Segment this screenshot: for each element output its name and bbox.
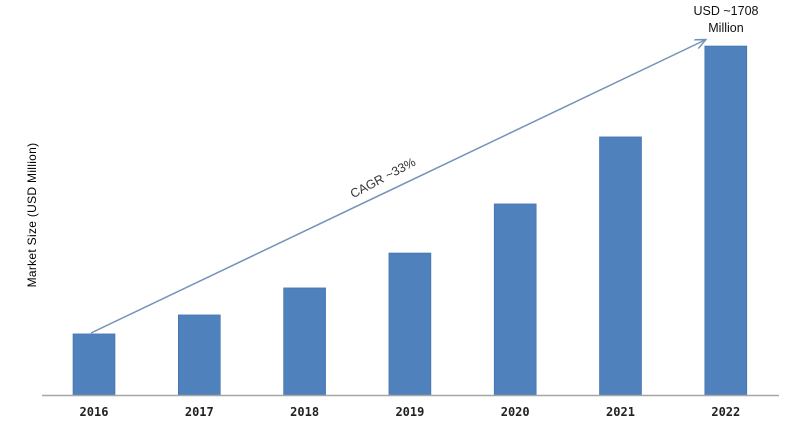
final-value-line1: USD ~1708 <box>693 4 759 18</box>
bar-2017 <box>178 314 221 396</box>
y-axis-label: Market Size (USD Million) <box>25 142 39 288</box>
x-tick-label: 2019 <box>395 405 425 419</box>
bars-group <box>72 45 748 396</box>
bar-2021 <box>599 136 642 396</box>
bar-2020 <box>493 203 537 396</box>
bar-2016 <box>72 333 116 396</box>
final-value-annotation: USD ~1708 Million <box>694 3 759 37</box>
x-tick-label: 2018 <box>290 405 320 419</box>
bar-2018 <box>283 287 326 396</box>
x-tick-label: 2020 <box>500 405 530 419</box>
cagr-arrow <box>90 40 705 334</box>
bar-2022 <box>704 45 748 396</box>
x-tick-label: 2017 <box>184 405 214 419</box>
final-value-line2: Million <box>708 21 744 35</box>
bar-2019 <box>388 252 432 396</box>
x-tick-label: 2022 <box>711 405 741 419</box>
x-tick-label: 2016 <box>79 405 109 419</box>
x-tick-label: 2021 <box>606 405 635 419</box>
